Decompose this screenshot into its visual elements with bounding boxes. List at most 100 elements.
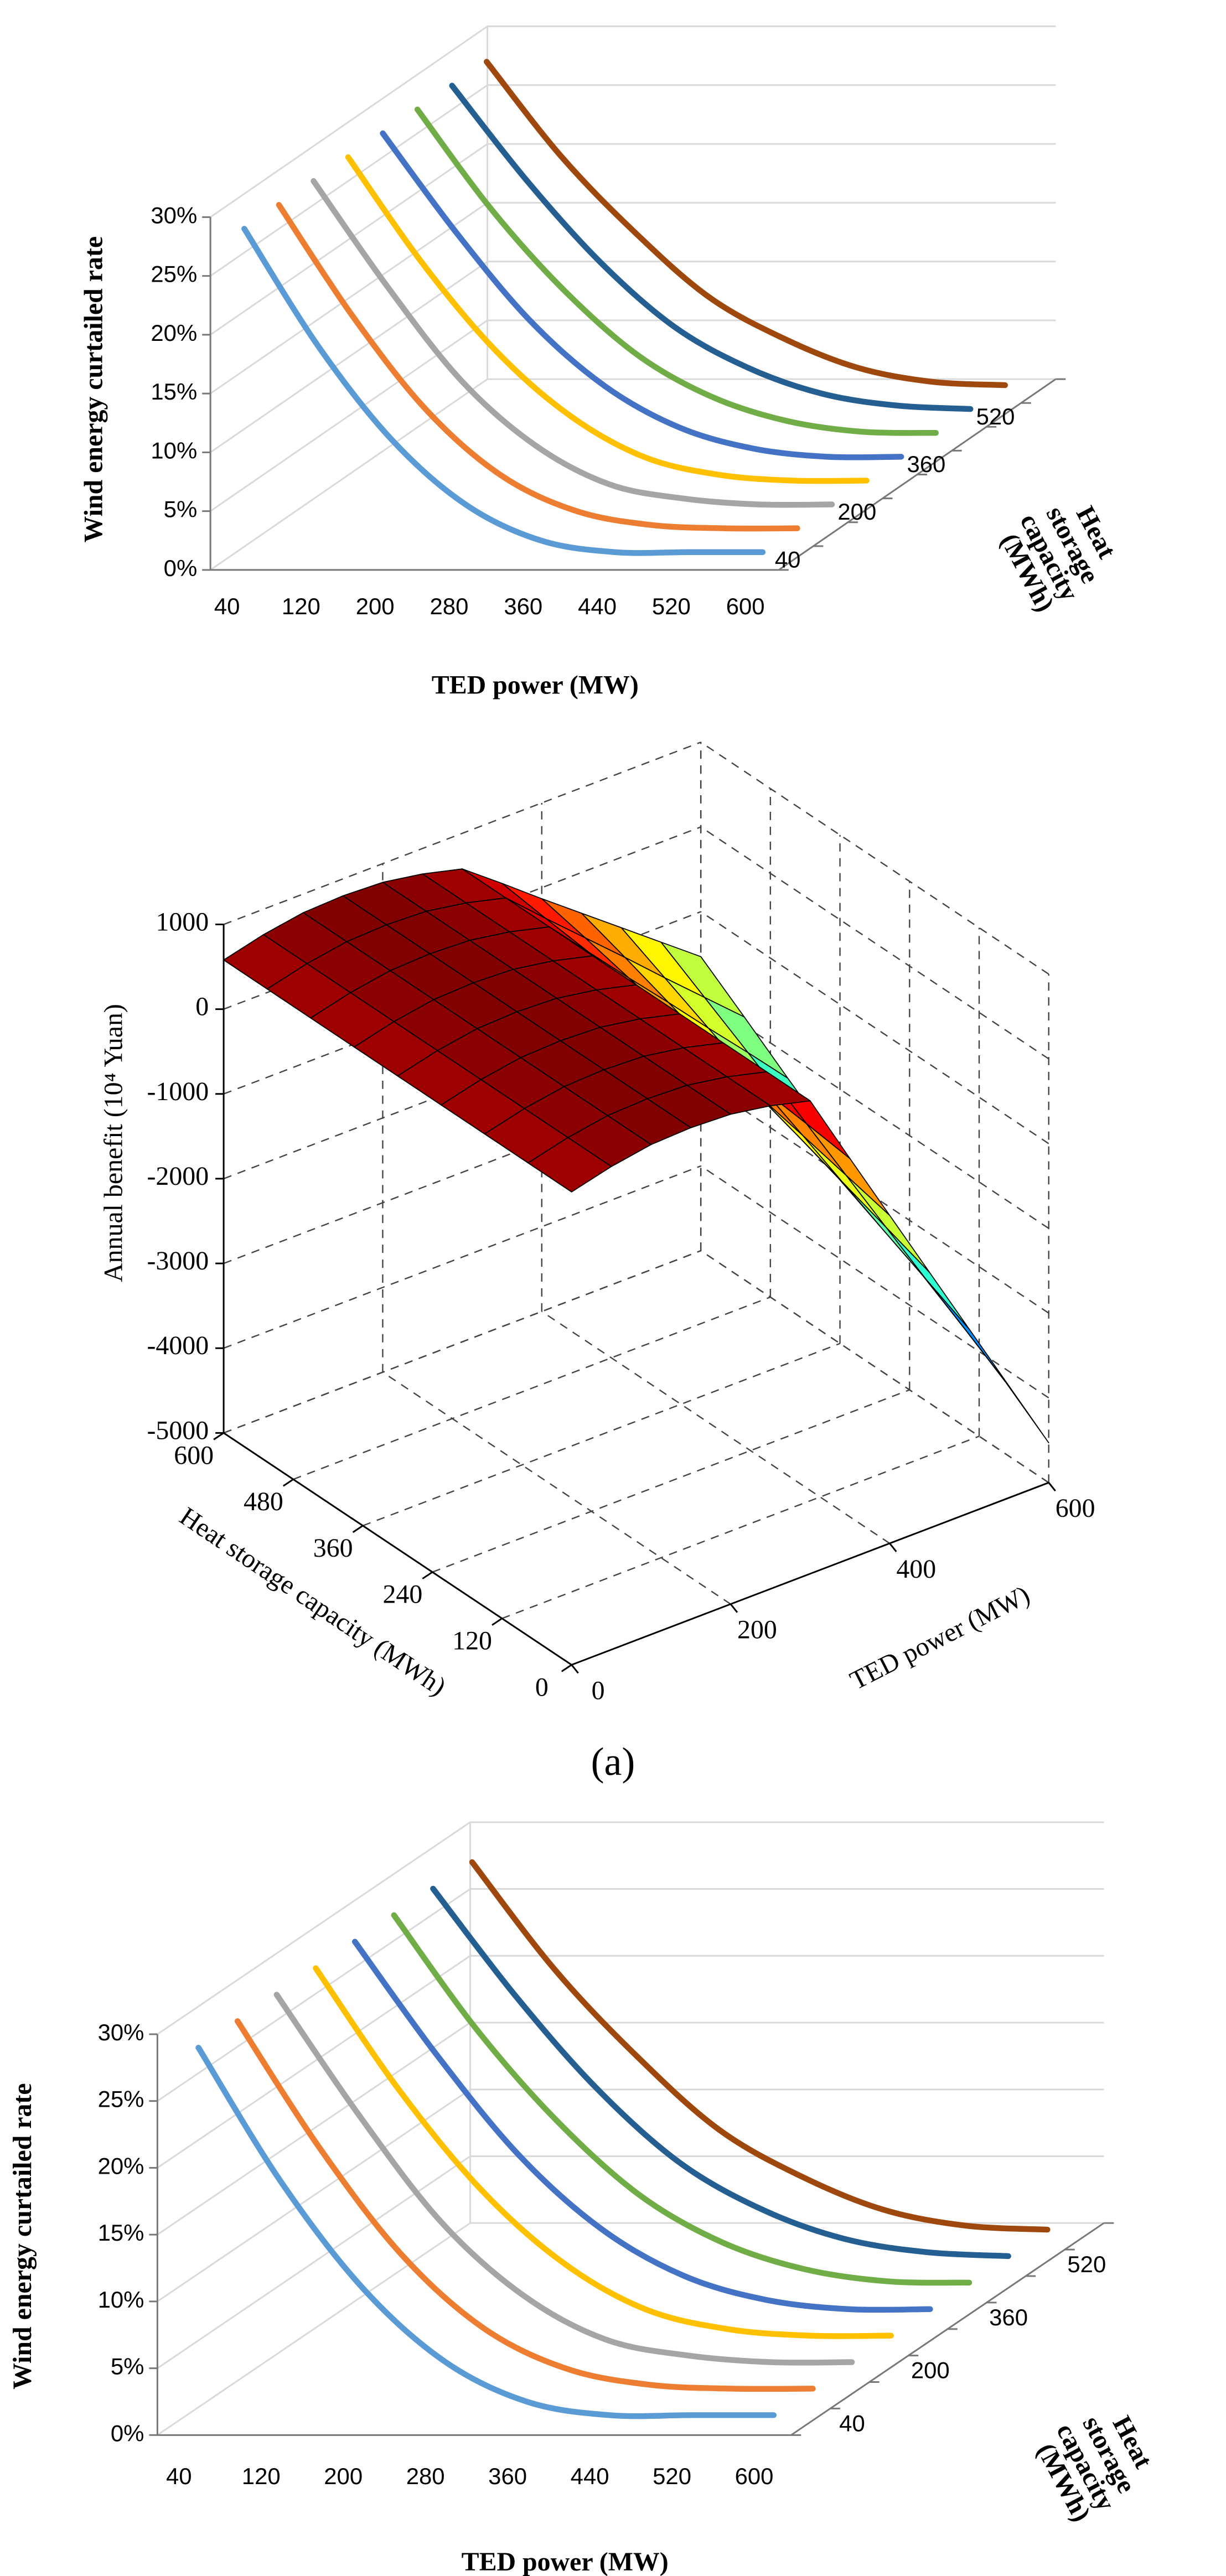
x-tick <box>1048 1482 1056 1492</box>
y-tick-label: 20% <box>98 2153 144 2179</box>
y-tick-label: 30% <box>151 202 197 228</box>
grid-line <box>210 319 488 512</box>
y-tick-label: 25% <box>151 261 197 287</box>
grid-line <box>157 2022 471 2236</box>
grid-line <box>700 826 1049 1060</box>
series-line <box>430 1885 1011 2259</box>
y-tick-label: 20% <box>151 320 197 346</box>
x-tick-label: 40 <box>166 2463 192 2489</box>
grid-line <box>210 84 488 277</box>
y-axis-title: Wind energy curtailed rate <box>79 236 108 543</box>
x-tick-label: 200 <box>737 1615 777 1645</box>
y-axis <box>223 1432 572 1666</box>
y-tick-label: 480 <box>244 1487 283 1516</box>
z-tick-label: -1000 <box>147 1077 209 1106</box>
y-tick-label: 240 <box>382 1580 422 1609</box>
y-tick-label: 10% <box>151 437 197 463</box>
series-line <box>311 178 835 508</box>
grid-line <box>223 1165 701 1349</box>
x-axis-title: TED power (MW) <box>845 1580 1034 1696</box>
surface-patch <box>527 1137 612 1193</box>
series-line <box>234 2018 816 2392</box>
z-tick-label: 200 <box>837 499 876 525</box>
y-tick-label: 30% <box>98 2019 144 2045</box>
series-line <box>449 82 974 412</box>
y-tick-label: 0% <box>164 555 198 581</box>
z-tick-label: 0 <box>195 992 209 1022</box>
z-tick-label: 40 <box>839 2410 865 2436</box>
grid-line <box>210 261 488 453</box>
z-tick-label: 200 <box>911 2357 950 2383</box>
x-tick-label: 400 <box>896 1554 936 1584</box>
z-tick-label: 360 <box>907 451 945 477</box>
z-tick-label: 1000 <box>156 907 209 936</box>
x-tick-label: 280 <box>430 593 469 619</box>
x-tick-label: 360 <box>488 2463 527 2489</box>
series-line <box>195 2045 777 2419</box>
y-tick <box>352 1525 364 1533</box>
y-tick <box>283 1478 294 1487</box>
y-tick <box>492 1618 503 1626</box>
series-line <box>469 1859 1051 2233</box>
z-tick-label: -2000 <box>147 1162 209 1191</box>
series-line <box>380 130 904 460</box>
grid-line <box>293 1296 771 1480</box>
series-line <box>351 1939 933 2313</box>
x-tick-label: 40 <box>214 593 240 619</box>
z-tick-label: -3000 <box>147 1246 209 1276</box>
z-tick-label: 520 <box>976 403 1015 429</box>
z-axis-title: Heat storage capacity (MWh) <box>991 484 1134 624</box>
grid-line <box>501 1435 980 1619</box>
caption: (a) <box>591 1740 635 1784</box>
x-tick-label: 280 <box>406 2463 445 2489</box>
y-tick-label: 120 <box>452 1626 492 1656</box>
surface-patch <box>845 1175 930 1273</box>
x-tick-label: 600 <box>1056 1494 1095 1523</box>
grid-line <box>700 742 1049 975</box>
x-tick-label: 360 <box>504 593 542 619</box>
series-line <box>313 1965 894 2339</box>
surface-patch <box>925 1278 1010 1387</box>
z-tick-label: -4000 <box>147 1331 209 1360</box>
y-tick-label: 600 <box>174 1440 214 1470</box>
y-tick-label: 25% <box>98 2086 144 2112</box>
x-tick-label: 440 <box>578 593 617 619</box>
grid-line <box>210 25 488 218</box>
surface-patch <box>806 1123 891 1216</box>
x-tick-label: 200 <box>356 593 395 619</box>
x-tick-label: 520 <box>652 593 691 619</box>
grid-line <box>541 1310 891 1544</box>
x-tick-label: 600 <box>726 593 765 619</box>
y-tick-label: 360 <box>313 1533 353 1563</box>
y-tick <box>213 1432 224 1440</box>
grid-line <box>223 742 701 925</box>
series-line <box>241 226 766 556</box>
x-tick-label: 0 <box>592 1676 605 1705</box>
grid-line <box>223 1250 701 1434</box>
series-line <box>484 59 1008 388</box>
x-axis <box>571 1481 1049 1666</box>
z-tick-label: 520 <box>1067 2251 1106 2277</box>
y-tick-label: 15% <box>151 379 197 405</box>
y-tick-label: 10% <box>98 2287 144 2313</box>
z-axis-title: Heat storage capacity (MWh) <box>1027 2393 1171 2533</box>
grid-line <box>157 2222 471 2436</box>
surface-patch <box>802 1134 887 1228</box>
surface-patch <box>885 1226 970 1330</box>
grid-line <box>700 911 1049 1144</box>
y-axis-title: Wind energy curtailed rate <box>8 2083 37 2390</box>
grid-line <box>382 1371 731 1605</box>
series-line <box>276 201 800 532</box>
z-tick-label: -5000 <box>147 1416 209 1445</box>
grid-line <box>700 996 1049 1229</box>
x-tick-label: 600 <box>735 2463 774 2489</box>
surface-patch <box>842 1181 927 1279</box>
x-tick-label: 120 <box>282 593 320 619</box>
grid-line <box>210 378 488 571</box>
y-tick-label: 5% <box>111 2354 144 2380</box>
surface-patch <box>965 1329 1049 1444</box>
x-tick-label: 120 <box>242 2463 281 2489</box>
y-tick <box>422 1571 433 1580</box>
z-tick-label: 40 <box>775 546 801 572</box>
